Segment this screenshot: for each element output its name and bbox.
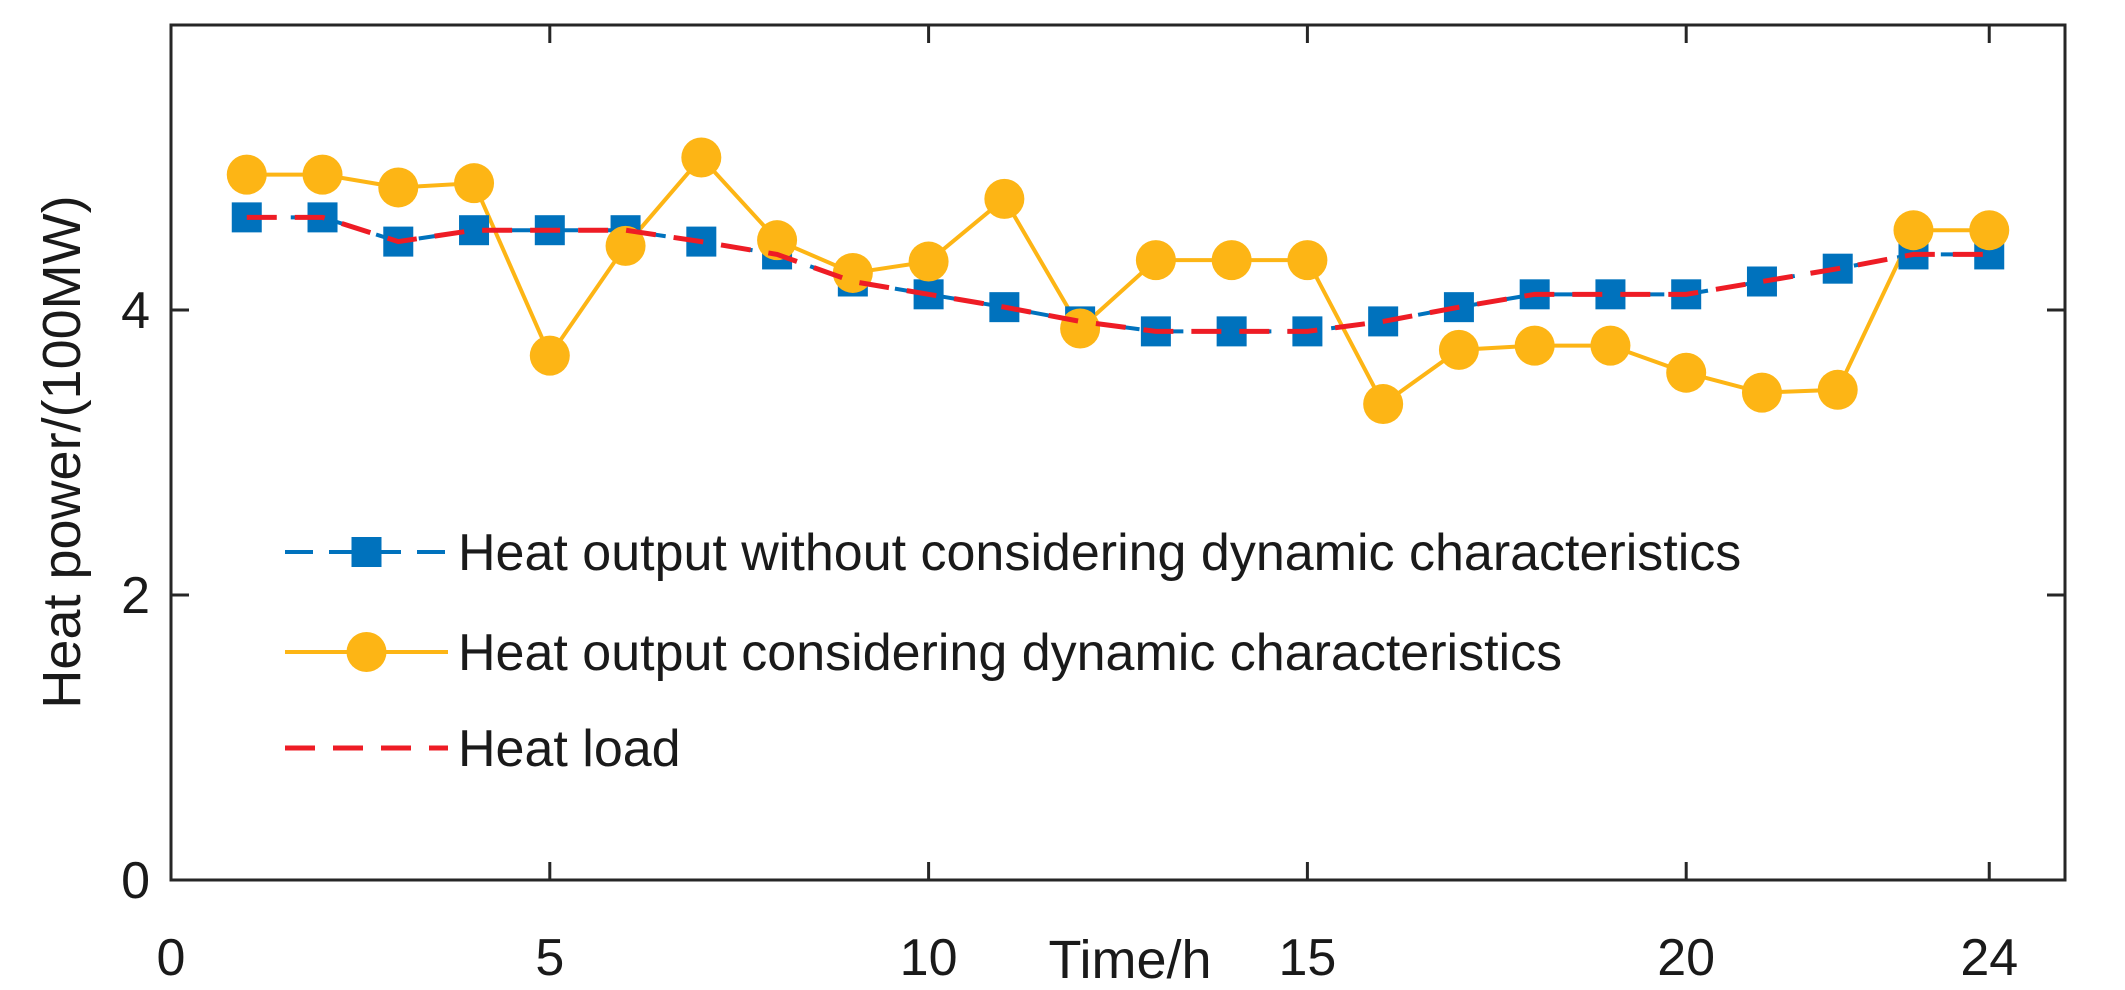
- point-considering-dynamic: [1438, 329, 1479, 370]
- legend-label: Heat load: [458, 720, 681, 778]
- x-tick-label: 20: [1657, 929, 1715, 987]
- y-axis-label: Heat power/(100MW): [32, 195, 92, 708]
- y-tick-label: 0: [121, 852, 150, 910]
- point-considering-dynamic: [1741, 372, 1782, 413]
- point-considering-dynamic: [1135, 240, 1176, 281]
- point-considering-dynamic: [1211, 240, 1252, 281]
- point-considering-dynamic: [757, 220, 798, 261]
- point-considering-dynamic: [908, 241, 949, 282]
- point-considering-dynamic: [1893, 210, 1934, 251]
- point-considering-dynamic: [1060, 308, 1101, 349]
- point-considering-dynamic: [1363, 384, 1404, 425]
- point-considering-dynamic: [1666, 352, 1707, 393]
- x-tick-label: 0: [157, 929, 186, 987]
- legend: Heat output without considering dynamic …: [285, 524, 1741, 778]
- plot-frame: [169, 23, 2067, 882]
- point-considering-dynamic: [832, 252, 873, 293]
- point-considering-dynamic: [681, 137, 722, 178]
- series-line-without-dynamic: [246, 215, 1990, 334]
- y-tick-label: 4: [121, 282, 150, 340]
- point-considering-dynamic: [1590, 325, 1631, 366]
- legend-label: Heat output without considering dynamic …: [458, 524, 1741, 582]
- point-considering-dynamic: [302, 154, 343, 195]
- point-considering-dynamic: [1514, 325, 1555, 366]
- point-considering-dynamic: [1287, 240, 1328, 281]
- x-tick-label: 5: [535, 929, 564, 987]
- legend-label: Heat output considering dynamic characte…: [458, 624, 1562, 682]
- legend-marker-circle: [346, 632, 387, 672]
- point-considering-dynamic: [529, 335, 570, 376]
- point-considering-dynamic: [605, 225, 646, 266]
- plot-area: [226, 137, 2010, 425]
- point-considering-dynamic: [1817, 369, 1858, 410]
- x-tick-label: 10: [900, 929, 958, 987]
- series-line-heat-load: [246, 214, 1990, 334]
- x-axis-label: Time/h: [1048, 930, 1211, 990]
- x-tick-label: 15: [1278, 929, 1336, 987]
- point-considering-dynamic: [1969, 210, 2010, 251]
- point-considering-dynamic: [378, 167, 419, 208]
- x-tick-label: 24: [1960, 929, 2018, 987]
- point-considering-dynamic: [454, 163, 495, 204]
- legend-marker-square: [351, 537, 382, 567]
- y-tick-label: 2: [121, 567, 150, 625]
- point-considering-dynamic: [984, 178, 1025, 219]
- point-considering-dynamic: [226, 154, 267, 195]
- series-line-considering-dynamic: [246, 154, 1990, 408]
